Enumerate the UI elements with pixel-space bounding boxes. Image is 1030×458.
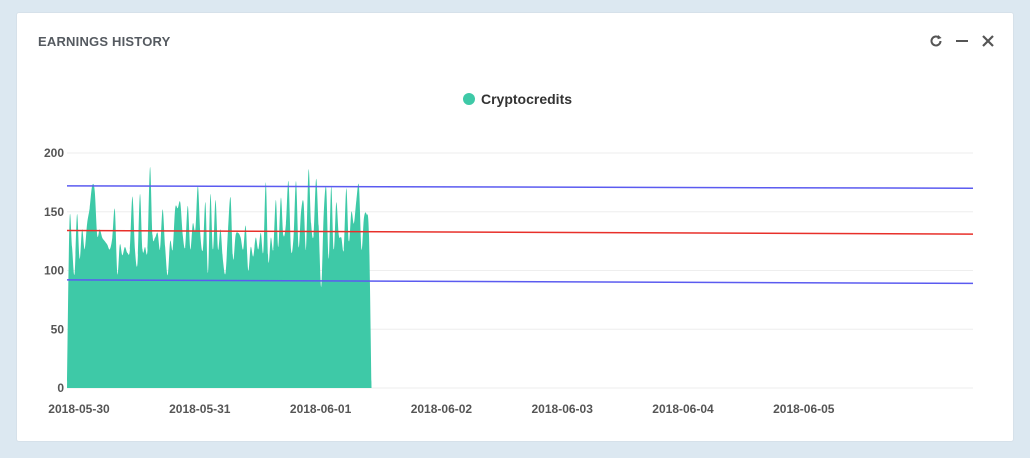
legend-label: Cryptocredits: [481, 91, 573, 107]
x-tick-label: 2018-05-30: [48, 402, 110, 416]
panel-title: EARNINGS HISTORY: [38, 34, 171, 49]
minimize-icon[interactable]: [954, 33, 970, 49]
x-tick-label: 2018-05-31: [169, 402, 231, 416]
y-tick-label: 100: [44, 264, 64, 278]
chart-legend[interactable]: Cryptocredits: [463, 91, 572, 107]
panel-toolbar: [928, 33, 996, 49]
upper-band-line: [66, 185, 974, 189]
area-series-cryptocredits: [67, 167, 372, 388]
x-tick-label: 2018-06-03: [532, 402, 594, 416]
y-tick-label: 0: [57, 381, 64, 395]
x-tick-label: 2018-06-04: [652, 402, 714, 416]
legend-marker: [463, 93, 475, 105]
mean-line: [66, 229, 974, 235]
x-tick-label: 2018-06-02: [411, 402, 473, 416]
refresh-icon[interactable]: [928, 33, 944, 49]
x-tick-label: 2018-06-05: [773, 402, 835, 416]
y-tick-label: 50: [51, 322, 65, 336]
y-tick-label: 200: [44, 146, 64, 160]
x-tick-label: 2018-06-01: [290, 402, 352, 416]
close-icon[interactable]: [980, 33, 996, 49]
y-tick-label: 150: [44, 205, 64, 219]
lower-band-line: [66, 279, 974, 285]
